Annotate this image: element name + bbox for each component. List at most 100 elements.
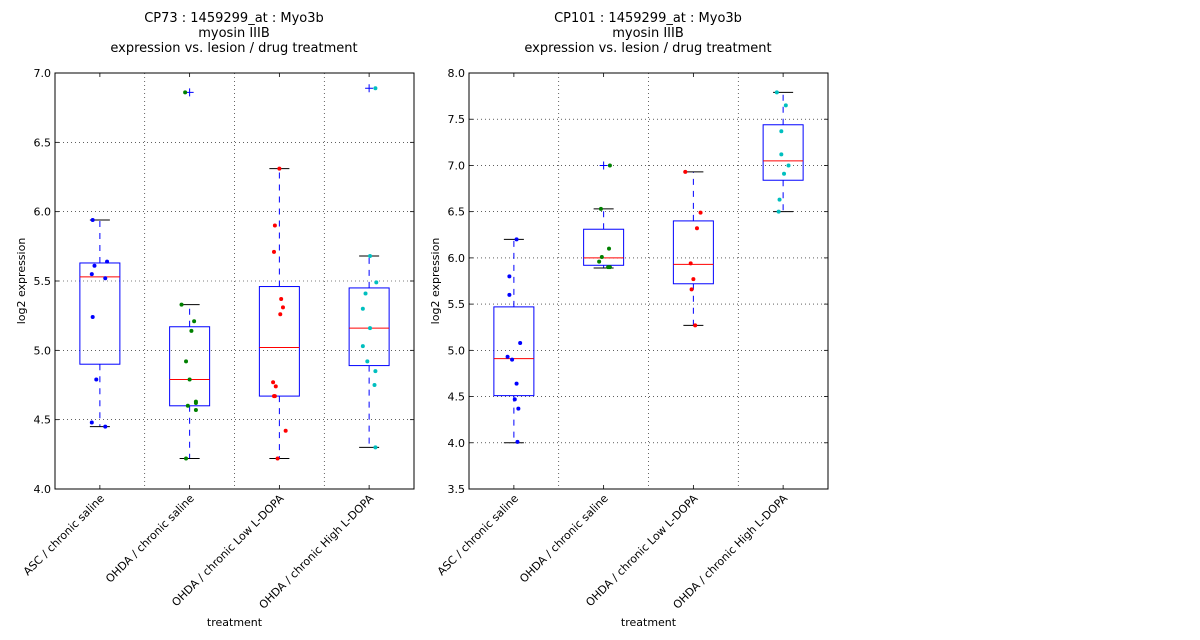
box-group (672, 169, 714, 328)
data-point (782, 171, 787, 176)
data-point (598, 206, 603, 211)
data-point (89, 420, 94, 425)
outlier-marker (599, 161, 608, 170)
x-tick-label: OHDA / chronic saline (103, 492, 197, 586)
data-point (271, 249, 276, 254)
axes-frame (54, 72, 415, 490)
data-point (272, 394, 277, 399)
box-group (583, 161, 625, 270)
box-group (762, 90, 804, 214)
y-tick-label: 6.5 (34, 136, 52, 149)
data-point (693, 323, 698, 328)
data-point (368, 254, 373, 259)
chart-title-line: myosin IIIB (198, 26, 270, 41)
data-point (515, 439, 520, 444)
box-group (493, 237, 535, 444)
box-iqr (672, 220, 714, 285)
data-point (505, 354, 510, 359)
data-point (183, 90, 188, 95)
data-point (193, 407, 198, 412)
y-tick-label: 6.5 (448, 206, 466, 219)
data-point (277, 166, 282, 171)
data-point (512, 397, 517, 402)
box-iqr (258, 286, 300, 397)
data-point (94, 377, 99, 382)
data-point (786, 163, 791, 168)
data-point (774, 90, 779, 95)
x-tick-label: OHDA / chronic saline (517, 492, 611, 586)
data-point (179, 302, 184, 307)
y-tick-label: 5.0 (448, 344, 466, 357)
axes-frame (468, 72, 829, 490)
chart-title-line: myosin IIIB (612, 26, 684, 41)
y-tick-label: 5.5 (448, 298, 466, 311)
data-point (514, 237, 519, 242)
data-point (698, 210, 703, 215)
y-tick-label: 6.0 (34, 206, 52, 219)
box-group (169, 88, 211, 461)
y-tick-label: 5.5 (34, 275, 52, 288)
data-point (283, 428, 288, 433)
data-point (777, 197, 782, 202)
data-point (518, 340, 523, 345)
data-point (90, 315, 95, 320)
data-point (189, 328, 194, 333)
box-iqr (583, 228, 625, 266)
y-tick-label: 7.5 (448, 113, 466, 126)
data-point (90, 217, 95, 222)
data-point (689, 287, 694, 292)
data-point (184, 456, 189, 461)
data-point (363, 291, 368, 296)
data-point (365, 359, 370, 364)
data-point (597, 259, 602, 264)
data-point (278, 312, 283, 317)
y-tick-label: 4.0 (34, 483, 52, 496)
data-point (192, 319, 197, 324)
outlier-marker (365, 84, 374, 93)
y-tick-label: 6.0 (448, 252, 466, 265)
y-tick-label: 4.0 (448, 437, 466, 450)
data-point (779, 129, 784, 134)
data-point (607, 163, 612, 168)
box-group (79, 217, 121, 429)
data-point (360, 344, 365, 349)
data-point (779, 152, 784, 157)
box-group (258, 166, 300, 461)
box-group (348, 84, 390, 450)
data-point (507, 292, 512, 297)
y-tick-label: 5.0 (34, 344, 52, 357)
data-point (507, 274, 512, 279)
data-point (280, 305, 285, 310)
data-point (105, 259, 110, 264)
data-point (694, 226, 699, 231)
box-iqr (348, 287, 390, 367)
data-point (374, 280, 379, 285)
data-point (368, 326, 373, 331)
box-iqr (493, 306, 535, 397)
data-point (776, 209, 781, 214)
data-point (272, 223, 277, 228)
x-axis-label: treatment (207, 616, 263, 629)
y-tick-label: 7.0 (448, 159, 466, 172)
data-point (275, 456, 280, 461)
x-tick-label: ASC / chronic saline (21, 492, 107, 578)
x-axis-label: treatment (621, 616, 677, 629)
data-point (373, 369, 378, 374)
data-point (103, 424, 108, 429)
data-point (607, 265, 612, 270)
y-tick-label: 7.0 (34, 67, 52, 80)
chart-title-line: CP73 : 1459299_at : Myo3b (144, 11, 324, 26)
data-point (103, 276, 108, 281)
data-point (783, 103, 788, 108)
box-iqr (762, 124, 804, 181)
data-point (373, 445, 378, 450)
y-tick-label: 4.5 (448, 391, 466, 404)
data-point (89, 272, 94, 277)
chart-title-line: expression vs. lesion / drug treatment (524, 41, 771, 56)
data-point (92, 263, 97, 268)
data-point (514, 381, 519, 386)
data-point (360, 306, 365, 311)
